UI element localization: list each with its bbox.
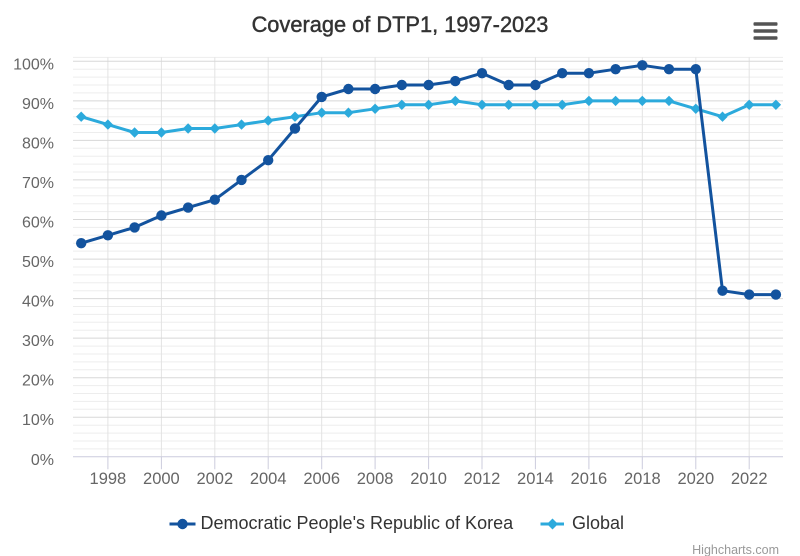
svg-text:0%: 0%: [31, 452, 54, 469]
svg-text:2018: 2018: [624, 470, 661, 488]
svg-text:2016: 2016: [571, 470, 608, 488]
svg-text:Highcharts.com: Highcharts.com: [692, 543, 779, 556]
svg-text:Coverage of DTP1, 1997-2023: Coverage of DTP1, 1997-2023: [252, 12, 549, 37]
svg-text:30%: 30%: [22, 333, 54, 350]
svg-text:10%: 10%: [22, 412, 54, 429]
svg-text:2002: 2002: [196, 470, 233, 488]
svg-text:2012: 2012: [464, 470, 501, 488]
svg-text:20%: 20%: [22, 373, 54, 390]
svg-text:40%: 40%: [22, 294, 54, 311]
svg-text:60%: 60%: [22, 215, 54, 232]
svg-text:2014: 2014: [517, 470, 554, 488]
svg-text:Global: Global: [572, 513, 624, 533]
svg-text:90%: 90%: [22, 96, 54, 113]
svg-text:2000: 2000: [143, 470, 180, 488]
svg-text:2020: 2020: [677, 470, 714, 488]
svg-text:2022: 2022: [731, 470, 768, 488]
svg-text:2010: 2010: [410, 470, 447, 488]
svg-text:80%: 80%: [22, 135, 54, 152]
svg-text:100%: 100%: [13, 56, 54, 73]
svg-text:Democratic People's Republic o: Democratic People's Republic of Korea: [201, 513, 515, 533]
svg-text:2006: 2006: [303, 470, 340, 488]
svg-text:2004: 2004: [250, 470, 287, 488]
svg-text:1998: 1998: [90, 470, 127, 488]
svg-text:2008: 2008: [357, 470, 394, 488]
svg-text:70%: 70%: [22, 175, 54, 192]
svg-text:50%: 50%: [22, 254, 54, 271]
